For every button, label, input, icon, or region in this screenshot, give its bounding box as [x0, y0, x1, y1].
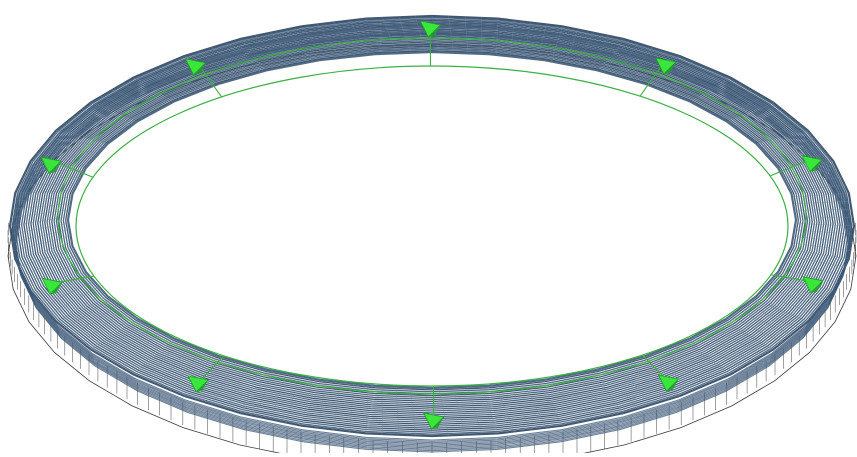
guide-ellipse-inner: [76, 66, 788, 386]
